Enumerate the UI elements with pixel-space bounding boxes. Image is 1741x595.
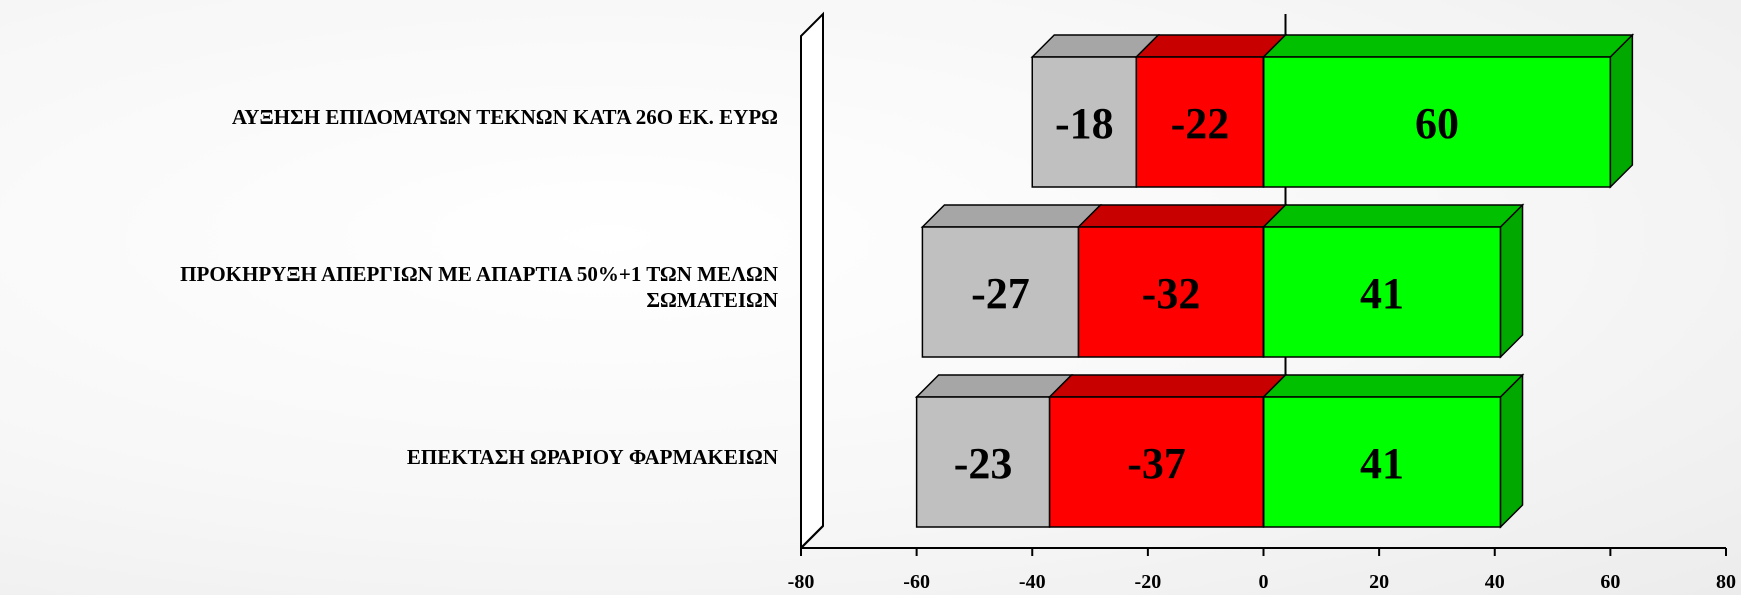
data-label: 41 xyxy=(1360,439,1404,488)
x-tick-label: 40 xyxy=(1485,571,1505,593)
bar-side-face xyxy=(1499,373,1524,529)
category-label: ΠΡΟΚΗΡΥΞΗ ΑΠΕΡΓΙΩΝ ΜΕ ΑΠΑΡΤΙΑ 50%+1 ΤΩΝ … xyxy=(8,261,778,313)
bar-segment xyxy=(1048,396,1265,528)
category-label-line: ΕΠΕΚΤΑΣΗ ΩΡΑΡΙΟΥ ΦΑΡΜΑΚΕΙΩΝ xyxy=(406,445,778,469)
data-label: -22 xyxy=(1171,99,1230,148)
bar-segment xyxy=(921,226,1080,358)
data-label: 41 xyxy=(1360,269,1404,318)
bar-side-face xyxy=(1609,33,1634,189)
x-axis-depth-line xyxy=(800,525,824,549)
x-tick-label: 0 xyxy=(1259,571,1269,593)
category-label-line: ΠΡΟΚΗΡΥΞΗ ΑΠΕΡΓΙΩΝ ΜΕ ΑΠΑΡΤΙΑ 50%+1 ΤΩΝ … xyxy=(180,262,778,286)
bar-side-face xyxy=(1499,203,1524,359)
bar-segment xyxy=(1262,56,1612,188)
x-tick-label: -80 xyxy=(788,571,815,593)
bar-top-face xyxy=(1134,34,1288,58)
category-label-line: ΣΩΜΑΤΕΙΩΝ xyxy=(646,288,778,312)
bar-top-face xyxy=(920,204,1103,228)
x-tick-label: -20 xyxy=(1135,571,1162,593)
bar-top-face xyxy=(914,374,1074,398)
bar-top-face xyxy=(1261,34,1635,58)
bar-segment xyxy=(915,396,1051,528)
x-tick-label: -40 xyxy=(1019,571,1046,593)
x-tick-label: 80 xyxy=(1716,571,1736,593)
bar-top-face xyxy=(1261,204,1525,228)
data-label: -23 xyxy=(954,439,1013,488)
bar-group-3: -23 -37 41 xyxy=(914,373,1525,529)
bar-segment xyxy=(1262,226,1502,358)
category-label: ΑΥΞΗΣΗ ΕΠΙΔΟΜΑΤΩΝ ΤΕΚΝΩΝ ΚΑΤΆ 26Ο ΕΚ. ΕΥ… xyxy=(8,104,778,130)
data-label: 60 xyxy=(1415,99,1459,148)
x-tick-label: 60 xyxy=(1600,571,1620,593)
data-label: -27 xyxy=(971,269,1030,318)
data-label: -37 xyxy=(1127,439,1186,488)
bar-top-face xyxy=(1047,374,1288,398)
x-tick-label: 20 xyxy=(1369,571,1389,593)
bar-segment xyxy=(1135,56,1265,188)
bar-group-2: -27 -32 41 xyxy=(920,203,1525,359)
bar-segment xyxy=(1031,56,1138,188)
bar-segment xyxy=(1262,396,1502,528)
bar-group-1: -18 -22 60 xyxy=(1030,33,1635,189)
bar-top-face xyxy=(1076,204,1288,228)
bar-top-face xyxy=(1261,374,1525,398)
chart-back-wall xyxy=(800,11,824,551)
data-label: -32 xyxy=(1142,269,1201,318)
data-label: -18 xyxy=(1055,99,1114,148)
x-tick-label: -60 xyxy=(903,571,930,593)
category-label-line: ΑΥΞΗΣΗ ΕΠΙΔΟΜΑΤΩΝ ΤΕΚΝΩΝ ΚΑΤΆ 26Ο ΕΚ. ΕΥ… xyxy=(231,105,778,129)
category-label: ΕΠΕΚΤΑΣΗ ΩΡΑΡΙΟΥ ΦΑΡΜΑΚΕΙΩΝ xyxy=(8,444,778,470)
